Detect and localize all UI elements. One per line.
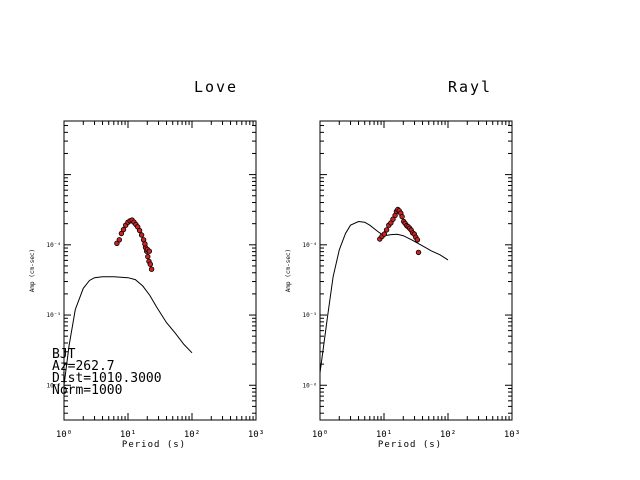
station-annotation-line: Az=262.7 [52, 359, 115, 374]
observed-amplitude-point [146, 248, 152, 254]
synthetic-amplitude-line [63, 276, 193, 386]
y-tick-label: 10⁻⁵ [47, 312, 61, 319]
station-annotation-line: BJT [52, 347, 76, 362]
observed-amplitude-point [138, 232, 145, 238]
x-axis-label: Period (s) [122, 440, 186, 450]
observed-amplitude-point [381, 231, 387, 237]
observed-amplitude-point [415, 249, 422, 256]
y-axis-label: Amp (cm-sec) [29, 249, 36, 292]
observed-amplitude-point [142, 241, 148, 247]
observed-amplitude-point [148, 266, 155, 272]
x-tick-label: 10¹ [120, 430, 136, 440]
observed-amplitude-point [383, 227, 390, 233]
station-annotation-line: Dist=1010.3000 [52, 371, 162, 386]
x-tick-label: 10¹ [376, 430, 392, 440]
y-tick-label: 10⁻⁶ [303, 382, 317, 389]
station-annotation-line: Norm=1000 [52, 383, 122, 398]
x-tick-label: 10⁰ [56, 430, 72, 440]
x-tick-label: 10³ [504, 430, 520, 440]
observed-amplitude-point [145, 253, 151, 260]
x-tick-label: 10⁰ [312, 430, 328, 440]
chart-title: Rayl [448, 78, 492, 96]
y-tick-label: 10⁻⁴ [303, 242, 317, 249]
plot-frame [63, 120, 257, 421]
y-tick-label: 10⁻⁶ [47, 382, 61, 389]
y-axis-label: Amp (cm-sec) [285, 249, 292, 292]
y-tick-label: 10⁻⁵ [303, 312, 317, 319]
plot-frame [319, 120, 513, 421]
chart-title: Love [194, 78, 238, 96]
observed-amplitude-point [414, 237, 421, 243]
observed-amplitude-point [120, 226, 127, 233]
rayl-panel: Rayl 10⁰ 10¹ 10² 10³ 10⁻⁶ 10⁻⁵ 10⁻⁴ Period (s) Am… [285, 78, 520, 450]
observed-amplitude-point [399, 213, 405, 220]
observed-amplitude-point [147, 261, 153, 267]
love-panel: Love 10⁰ 10¹ 10² 10³ 10⁻⁶ 10⁻⁵ 10⁻⁴ Period (s) Am… [29, 78, 264, 450]
x-tick-label: 10³ [248, 430, 264, 440]
x-axis-label: Period (s) [378, 440, 442, 450]
observed-amplitude-point [136, 227, 143, 234]
observed-amplitude-point [116, 237, 122, 243]
x-tick-label: 10² [184, 430, 200, 440]
synthetic-amplitude-line [319, 220, 449, 373]
x-tick-label: 10² [440, 430, 456, 440]
y-tick-label: 10⁻⁴ [47, 242, 61, 249]
